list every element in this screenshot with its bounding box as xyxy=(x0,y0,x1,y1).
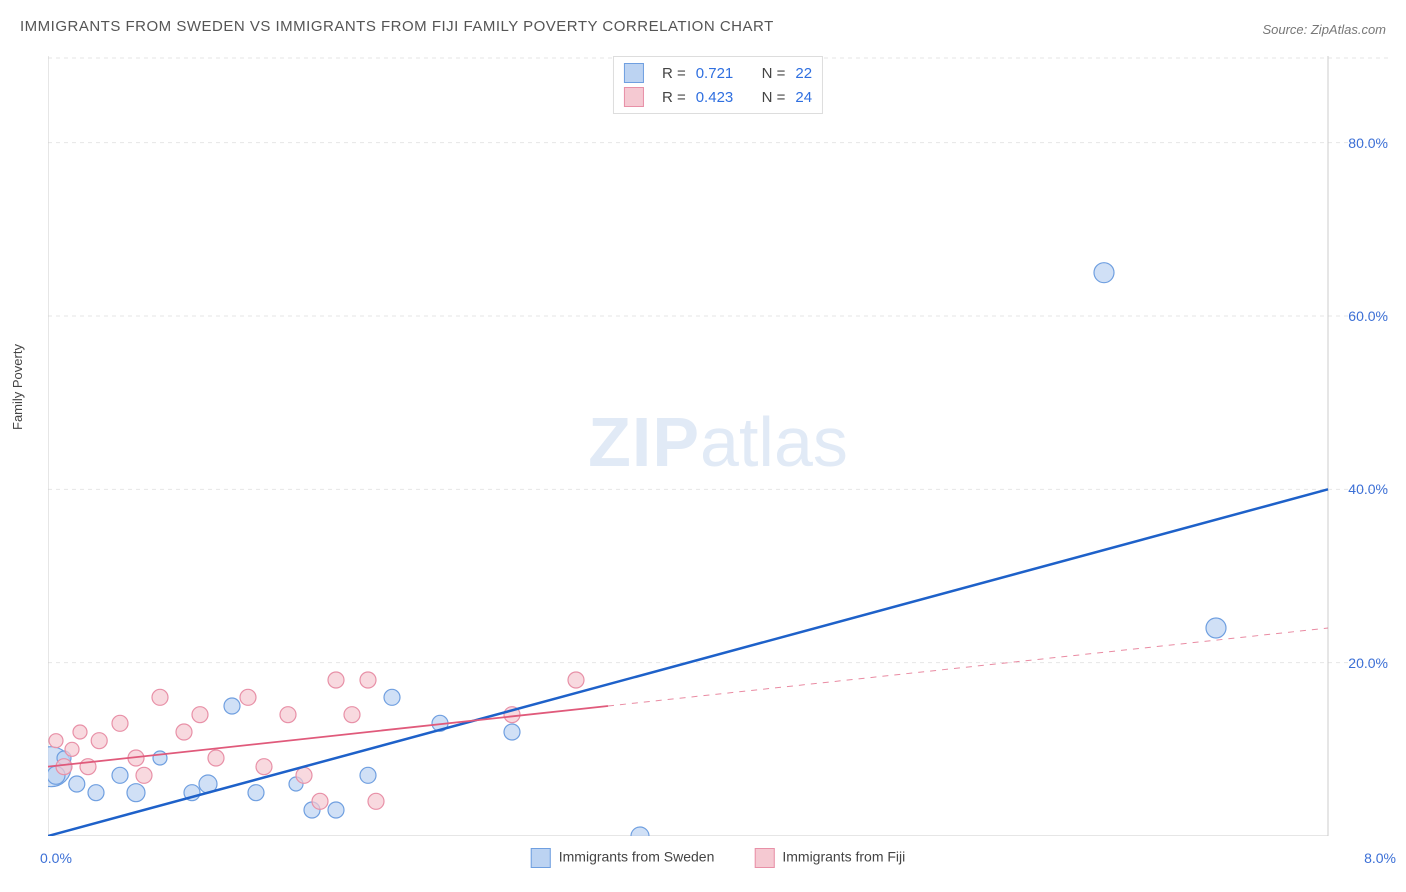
y-axis-label: Family Poverty xyxy=(10,344,25,430)
n-label: N = xyxy=(762,89,786,106)
chart-area: ZIPatlas 20.0%40.0%60.0%80.0% 0.0% 8.0% … xyxy=(48,56,1388,836)
x-min-label: 0.0% xyxy=(40,850,72,866)
stats-row: R = 0.721 N = 22 xyxy=(624,61,812,85)
y-tick-label: 20.0% xyxy=(1348,655,1388,671)
scatter-plot xyxy=(48,56,1388,836)
r-value: 0.423 xyxy=(696,89,734,106)
y-tick-label: 80.0% xyxy=(1348,135,1388,151)
chart-title: IMMIGRANTS FROM SWEDEN VS IMMIGRANTS FRO… xyxy=(20,18,774,35)
legend-swatch xyxy=(531,848,551,868)
legend-label: Immigrants from Sweden xyxy=(559,849,715,865)
r-label: R = xyxy=(662,89,686,106)
r-value: 0.721 xyxy=(696,65,734,82)
stats-swatch xyxy=(624,87,644,107)
stats-legend: R = 0.721 N = 22 R = 0.423 N = 24 xyxy=(613,56,823,114)
legend-label: Immigrants from Fiji xyxy=(782,849,905,865)
y-tick-label: 40.0% xyxy=(1348,481,1388,497)
bottom-legend: Immigrants from Sweden Immigrants from Fi… xyxy=(531,848,906,868)
legend-item: Immigrants from Fiji xyxy=(754,848,905,868)
stats-row: R = 0.423 N = 24 xyxy=(624,85,812,109)
n-value: 22 xyxy=(795,65,812,82)
legend-swatch xyxy=(754,848,774,868)
n-label: N = xyxy=(762,65,786,82)
source-label: Source: ZipAtlas.com xyxy=(1262,22,1386,37)
stats-swatch xyxy=(624,63,644,83)
x-max-label: 8.0% xyxy=(1364,850,1396,866)
legend-item: Immigrants from Sweden xyxy=(531,848,715,868)
y-tick-label: 60.0% xyxy=(1348,308,1388,324)
n-value: 24 xyxy=(795,89,812,106)
r-label: R = xyxy=(662,65,686,82)
